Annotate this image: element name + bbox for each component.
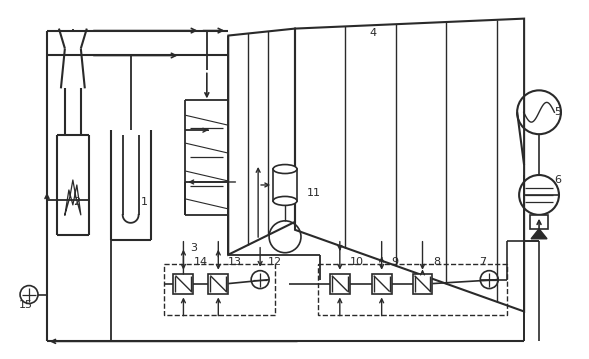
Text: 8: 8 (434, 257, 441, 267)
Text: 10: 10 (350, 257, 364, 267)
Text: 14: 14 (193, 257, 207, 267)
Text: 4: 4 (370, 28, 377, 38)
Text: 12: 12 (268, 257, 282, 267)
Ellipse shape (273, 196, 297, 205)
Bar (164, 264, 275, 316)
Text: 7: 7 (479, 257, 487, 267)
Text: 3: 3 (190, 243, 197, 253)
Text: 11: 11 (307, 188, 321, 198)
Ellipse shape (273, 164, 297, 173)
Text: 2: 2 (73, 197, 80, 207)
Text: 13: 13 (229, 257, 242, 267)
Bar (273, 169, 297, 201)
Bar (412, 274, 432, 294)
Bar (209, 274, 229, 294)
Text: 6: 6 (554, 175, 561, 185)
Bar (530, 215, 548, 229)
Text: 5: 5 (554, 107, 561, 117)
Bar (174, 274, 193, 294)
Text: 15: 15 (19, 299, 33, 309)
Bar (372, 274, 392, 294)
Bar (318, 264, 507, 316)
Polygon shape (531, 229, 547, 239)
Text: 1: 1 (141, 197, 148, 207)
Bar (330, 274, 350, 294)
Text: 9: 9 (392, 257, 399, 267)
